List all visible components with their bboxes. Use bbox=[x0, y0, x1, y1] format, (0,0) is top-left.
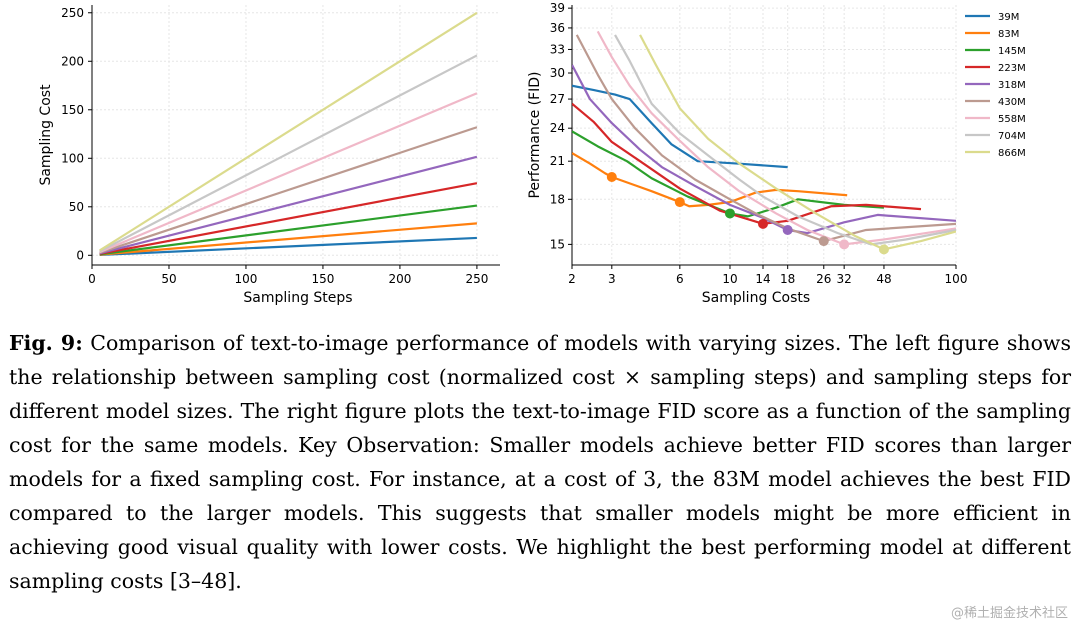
best-point-430M-cost-26 bbox=[818, 236, 829, 247]
caption-label: Fig. 9: bbox=[9, 331, 83, 355]
right-series-223M bbox=[572, 102, 922, 225]
left-series-145M bbox=[99, 204, 478, 256]
right-ytick-label-30: 30 bbox=[550, 66, 565, 80]
best-point-223M-cost-14 bbox=[758, 218, 769, 229]
right-ytick-label-15: 15 bbox=[550, 237, 565, 251]
legend-label-704M: 704M bbox=[998, 131, 1026, 142]
best-point-145M-cost-10 bbox=[724, 208, 735, 219]
left-ytick-label-200: 200 bbox=[61, 54, 84, 68]
legend-label-558M: 558M bbox=[998, 114, 1026, 125]
right-xtick-label-10: 10 bbox=[722, 272, 737, 286]
left-xtick-label-150: 150 bbox=[311, 272, 334, 286]
left-series-39M bbox=[99, 236, 477, 257]
right-xtick-label-14: 14 bbox=[755, 272, 770, 286]
left-ytick-label-0: 0 bbox=[76, 248, 84, 262]
right-ytick-label-27: 27 bbox=[550, 92, 565, 106]
best-point-866M-cost-48 bbox=[878, 244, 889, 255]
right-xtick-label-6: 6 bbox=[676, 272, 684, 286]
right-series-558M bbox=[596, 30, 956, 246]
right-ytick-label-24: 24 bbox=[550, 121, 565, 135]
left-xtick-label-250: 250 bbox=[465, 272, 488, 286]
left-series-866M bbox=[99, 11, 478, 252]
right-ytick-label-39: 39 bbox=[550, 1, 565, 15]
best-point-83M-cost-6 bbox=[674, 197, 685, 208]
right-xtick-label-2: 2 bbox=[568, 272, 576, 286]
left-xtick-label-100: 100 bbox=[235, 272, 258, 286]
left-ylabel: Sampling Cost bbox=[38, 84, 54, 186]
figure-caption: Fig. 9: Comparison of text-to-image perf… bbox=[9, 326, 1071, 598]
right-xtick-label-18: 18 bbox=[780, 272, 795, 286]
legend-label-83M: 83M bbox=[998, 29, 1019, 40]
left-xtick-label-50: 50 bbox=[161, 272, 176, 286]
left-ytick-label-250: 250 bbox=[61, 6, 84, 20]
left-xlabel: Sampling Steps bbox=[243, 290, 352, 306]
right-series-83M bbox=[572, 152, 848, 208]
right-chart-fid: 2 3 6 10 14 18 26 32 48 100151821242730333639Samp… bbox=[527, 1, 1026, 306]
right-xtick-label-3: 3 bbox=[608, 272, 616, 286]
best-point-318M-cost-18 bbox=[782, 224, 793, 235]
legend-label-39M: 39M bbox=[998, 12, 1019, 23]
left-series-318M bbox=[99, 155, 478, 255]
legend-label-430M: 430M bbox=[998, 97, 1026, 108]
right-ytick-label-21: 21 bbox=[550, 154, 565, 168]
right-series-39M bbox=[572, 84, 788, 169]
left-series-558M bbox=[99, 92, 478, 254]
right-series-704M bbox=[614, 34, 956, 246]
left-ytick-label-150: 150 bbox=[61, 103, 84, 117]
right-xtick-label-100: 100 bbox=[945, 272, 968, 286]
right-xtick-label-26: 26 bbox=[816, 272, 831, 286]
right-ytick-label-33: 33 bbox=[550, 42, 565, 56]
watermark: @稀土掘金技术社区 bbox=[950, 606, 1068, 621]
right-ytick-label-36: 36 bbox=[550, 21, 565, 35]
left-ytick-label-100: 100 bbox=[61, 151, 84, 165]
right-xlabel: Sampling Costs bbox=[702, 290, 810, 306]
caption-text: Comparison of text-to-image performance … bbox=[9, 331, 1071, 593]
best-point-558M-cost-32 bbox=[839, 239, 850, 250]
right-series-group bbox=[572, 30, 956, 251]
left-series-430M bbox=[99, 126, 478, 254]
left-xtick-label-0: 0 bbox=[88, 272, 96, 286]
left-series-83M bbox=[99, 222, 477, 256]
legend-label-223M: 223M bbox=[998, 63, 1026, 74]
left-xtick-label-200: 200 bbox=[388, 272, 411, 286]
right-ytick-label-18: 18 bbox=[550, 192, 565, 206]
left-ytick-label-50: 50 bbox=[69, 200, 84, 214]
figure-charts: 0 50 100 150 200 250 0 50 100 150 200 250 Sampling S… bbox=[38, 1, 1026, 306]
left-chart-sampling-cost: 0 50 100 150 200 250 0 50 100 150 200 250 Sampling S… bbox=[38, 5, 500, 306]
right-series-866M bbox=[639, 34, 956, 251]
legend-label-866M: 866M bbox=[998, 148, 1026, 159]
best-point-83M-cost-3 bbox=[606, 171, 617, 182]
right-series-318M bbox=[572, 64, 956, 235]
left-series-704M bbox=[99, 54, 478, 253]
left-series-223M bbox=[99, 182, 478, 255]
right-xtick-label-48: 48 bbox=[876, 272, 891, 286]
legend-label-145M: 145M bbox=[998, 46, 1026, 57]
legend-label-318M: 318M bbox=[998, 80, 1026, 91]
right-ylabel: Performance (FID) bbox=[527, 71, 543, 198]
right-xtick-label-32: 32 bbox=[837, 272, 852, 286]
